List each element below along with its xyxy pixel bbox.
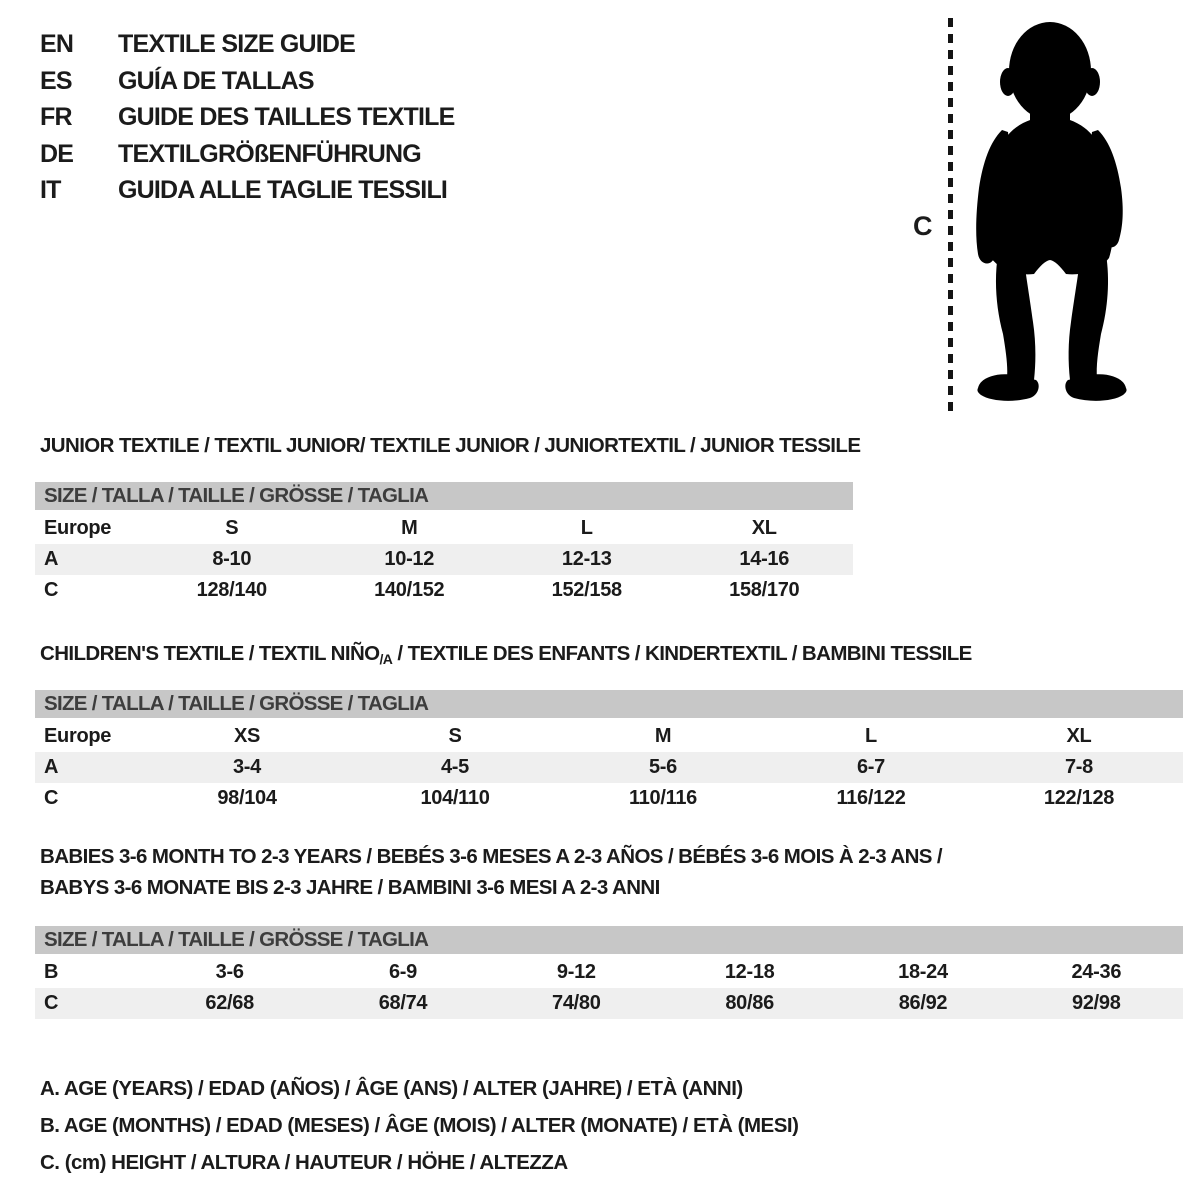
- table-row: C 128/140 140/152 152/158 158/170: [35, 575, 853, 606]
- row-label: A: [44, 548, 59, 570]
- language-code: ES: [40, 66, 73, 95]
- size-cell: XL: [751, 517, 777, 539]
- toddler-silhouette-icon: [976, 22, 1127, 401]
- table-row: A 8-10 10-12 12-13 14-16: [35, 544, 853, 575]
- babies-size-table: SIZE / TALLA / TAILLE / GRÖSSE / TAGLIA …: [35, 926, 1183, 1019]
- age-cell: 8-10: [212, 548, 252, 570]
- height-cell: 128/140: [196, 579, 268, 601]
- height-cell: 80/86: [725, 992, 774, 1014]
- language-code: IT: [40, 176, 61, 205]
- row-label: C: [44, 579, 59, 601]
- age-cell: 6-7: [856, 756, 885, 778]
- junior-size-table: SIZE / TALLA / TAILLE / GRÖSSE / TAGLIA …: [35, 482, 853, 606]
- age-cell: 14-16: [739, 548, 790, 570]
- size-cell: L: [865, 725, 877, 747]
- row-label: A: [44, 756, 59, 778]
- language-code: EN: [40, 30, 74, 58]
- table-row: A 3-4 4-5 5-6 6-7 7-8: [35, 752, 1183, 783]
- age-cell: 7-8: [1064, 756, 1093, 778]
- height-cell: 68/74: [378, 992, 428, 1014]
- language-code: FR: [40, 103, 73, 132]
- height-dashed-line: [948, 18, 953, 416]
- language-code: DE: [40, 139, 74, 168]
- height-cell: 62/68: [205, 992, 254, 1014]
- children-title-rest: / TEXTILE DES ENFANTS / KINDERTEXTIL / B…: [392, 642, 972, 665]
- language-row: EN TEXTILE SIZE GUIDE: [40, 26, 455, 63]
- size-cell: M: [401, 517, 418, 539]
- row-label: C: [44, 787, 59, 809]
- language-row: IT GUIDA ALLE TAGLIE TESSILI: [40, 172, 455, 209]
- size-cell: XS: [233, 725, 261, 747]
- footnote-b: B. AGE (MONTHS) / EDAD (MESES) / ÂGE (MO…: [40, 1114, 799, 1137]
- height-cell: 116/122: [836, 787, 906, 809]
- language-row: FR GUIDE DES TAILLES TEXTILE: [40, 99, 455, 136]
- footnotes: A. AGE (YEARS) / EDAD (AÑOS) / ÂGE (ANS)…: [40, 1070, 799, 1181]
- age-cell: 5-6: [648, 756, 677, 778]
- row-label: B: [44, 961, 59, 983]
- row-label: Europe: [44, 725, 112, 747]
- height-cell: 158/170: [729, 579, 800, 601]
- age-cell: 3-4: [232, 756, 261, 778]
- row-label: C: [44, 992, 59, 1014]
- height-cell: 98/104: [217, 787, 277, 809]
- row-label: Europe: [44, 517, 112, 539]
- table-row: Europe S M L XL: [35, 512, 853, 545]
- language-title-block: EN TEXTILE SIZE GUIDE ES GUÍA DE TALLAS …: [40, 26, 455, 209]
- table-row: B 3-6 6-9 9-12 12-18 18-24 24-36: [35, 956, 1183, 989]
- guide-title: GUÍA DE TALLAS: [118, 66, 315, 95]
- language-row: DE TEXTILGRÖßENFÜHRUNG: [40, 136, 455, 173]
- height-cell: 86/92: [898, 992, 948, 1014]
- height-measure-label: C: [913, 211, 933, 241]
- size-cell: S: [448, 725, 462, 747]
- table-row: C 98/104 104/110 110/116 116/122 122/128: [35, 783, 1183, 814]
- age-cell: 10-12: [384, 548, 435, 570]
- size-cell: XL: [1066, 725, 1092, 747]
- footnote-c: C. (cm) HEIGHT / ALTURA / HAUTEUR / HÖHE…: [40, 1151, 568, 1174]
- age-cell: 6-9: [388, 961, 417, 983]
- height-cell: 122/128: [1043, 787, 1115, 809]
- children-title-main: CHILDREN'S TEXTILE / TEXTIL NIÑO: [40, 642, 380, 665]
- footnote-a: A. AGE (YEARS) / EDAD (AÑOS) / ÂGE (ANS)…: [40, 1077, 743, 1100]
- height-cell: 74/80: [552, 992, 601, 1014]
- size-cell: S: [225, 517, 239, 539]
- table-row: Europe XS S M L XL: [35, 720, 1183, 753]
- height-cell: 92/98: [1072, 992, 1121, 1014]
- height-cell: 140/152: [374, 579, 445, 601]
- age-cell: 18-24: [898, 961, 948, 983]
- size-cell: M: [654, 725, 672, 747]
- age-cell: 3-6: [215, 961, 244, 983]
- junior-section-title: JUNIOR TEXTILE / TEXTIL JUNIOR/ TEXTILE …: [40, 434, 861, 457]
- size-table-header: SIZE / TALLA / TAILLE / GRÖSSE / TAGLIA: [35, 690, 1183, 721]
- age-cell: 24-36: [1071, 961, 1122, 983]
- size-table-header: SIZE / TALLA / TAILLE / GRÖSSE / TAGLIA: [35, 926, 1183, 957]
- height-cell: 104/110: [420, 787, 490, 809]
- guide-title: TEXTILE SIZE GUIDE: [118, 30, 356, 58]
- babies-title-line1: BABIES 3-6 MONTH TO 2-3 YEARS / BEBÉS 3-…: [40, 845, 943, 868]
- age-cell: 12-13: [561, 548, 612, 570]
- guide-title: TEXTILGRÖßENFÜHRUNG: [118, 139, 422, 168]
- children-size-table: SIZE / TALLA / TAILLE / GRÖSSE / TAGLIA …: [35, 690, 1183, 814]
- age-cell: 12-18: [724, 961, 775, 983]
- size-table-header: SIZE / TALLA / TAILLE / GRÖSSE / TAGLIA: [35, 482, 853, 513]
- height-cell: 110/116: [629, 787, 697, 809]
- age-cell: 4-5: [440, 756, 469, 778]
- children-title-sub: /A: [379, 651, 393, 667]
- age-cell: 9-12: [556, 961, 596, 983]
- guide-title: GUIDE DES TAILLES TEXTILE: [118, 103, 455, 132]
- babies-title-line2: BABYS 3-6 MONATE BIS 2-3 JAHRE / BAMBINI…: [40, 876, 660, 899]
- language-row: ES GUÍA DE TALLAS: [40, 63, 455, 100]
- table-row: C 62/68 68/74 74/80 80/86 86/92 92/98: [35, 988, 1183, 1019]
- size-cell: L: [580, 517, 593, 539]
- height-cell: 152/158: [551, 579, 623, 601]
- babies-section-title: BABIES 3-6 MONTH TO 2-3 YEARS / BEBÉS 3-…: [40, 841, 990, 903]
- children-section-title: CHILDREN'S TEXTILE / TEXTIL NIÑO/A / TEX…: [40, 642, 972, 667]
- guide-title: GUIDA ALLE TAGLIE TESSILI: [118, 176, 448, 205]
